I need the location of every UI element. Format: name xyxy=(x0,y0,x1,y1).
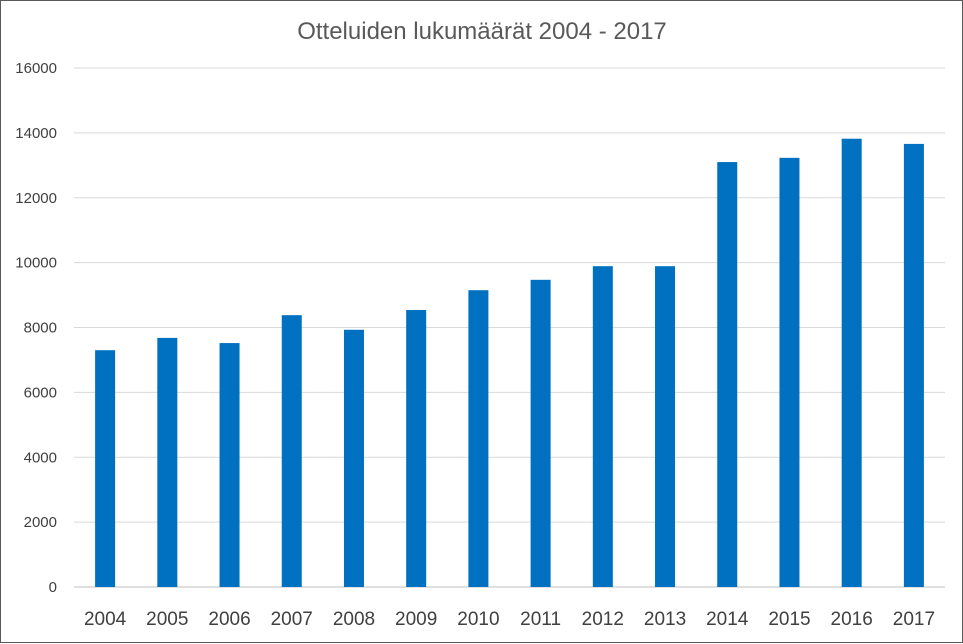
x-tick-label: 2012 xyxy=(582,609,624,630)
x-tick-label: 2017 xyxy=(893,609,935,630)
x-tick-label: 2015 xyxy=(768,609,810,630)
x-tick-label: 2011 xyxy=(520,609,561,630)
x-tick-label: 2014 xyxy=(706,609,749,630)
y-tick-label: 2000 xyxy=(24,514,57,531)
x-tick-label: 2007 xyxy=(271,609,313,630)
bar-2014 xyxy=(717,162,738,587)
y-tick-label: 10000 xyxy=(15,255,57,272)
bar-2017 xyxy=(903,143,924,587)
bar-2016 xyxy=(841,138,862,587)
bar-2008 xyxy=(343,329,364,587)
bars xyxy=(95,138,924,587)
y-tick-label: 8000 xyxy=(24,320,57,337)
y-tick-label: 14000 xyxy=(15,125,57,142)
y-tick-label: 12000 xyxy=(15,190,57,207)
bar-2005 xyxy=(157,337,178,587)
bar-2013 xyxy=(655,266,676,587)
x-tick-label: 2013 xyxy=(644,609,686,630)
x-tick-label: 2010 xyxy=(457,609,499,630)
y-tick-label: 4000 xyxy=(24,449,57,466)
y-tick-label: 6000 xyxy=(24,384,57,401)
x-tick-label: 2006 xyxy=(208,609,250,630)
bar-2011 xyxy=(530,279,551,587)
x-tick-label: 2016 xyxy=(831,609,873,630)
x-tick-label: 2009 xyxy=(395,609,437,630)
bar-2004 xyxy=(95,350,116,587)
gridlines xyxy=(74,67,945,588)
y-tick-label: 0 xyxy=(49,579,57,596)
chart-title: Otteluiden lukumäärät 2004 - 2017 xyxy=(297,18,667,45)
bar-2007 xyxy=(281,315,302,587)
bar-2012 xyxy=(592,266,613,587)
x-tick-label: 2008 xyxy=(333,609,375,630)
x-tick-label: 2004 xyxy=(84,609,127,630)
bar-2015 xyxy=(779,157,800,587)
x-axis-ticks: 2004 2005 2006 2007 2008 2009 2010 2011 2012 2013… xyxy=(84,609,935,630)
bar-2010 xyxy=(468,290,489,587)
y-axis-ticks: 0 2000 4000 6000 8000 10000 12000 14000 16000 xyxy=(15,60,57,596)
x-tick-label: 2005 xyxy=(146,609,188,630)
bar-2009 xyxy=(406,309,427,587)
y-tick-label: 16000 xyxy=(15,60,57,77)
bar-2006 xyxy=(219,343,240,587)
